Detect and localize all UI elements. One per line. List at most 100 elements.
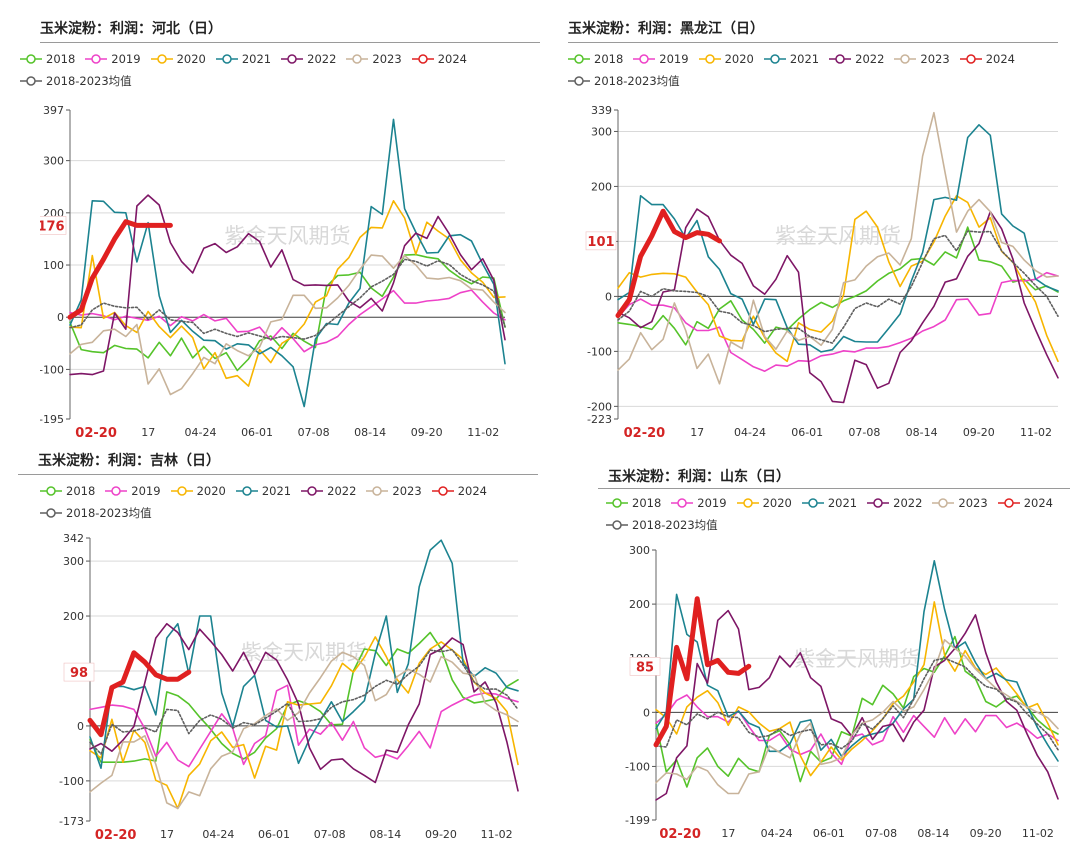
legend-item-2019[interactable]: 2019	[105, 484, 161, 498]
legend-item-2021[interactable]: 2021	[235, 484, 291, 498]
series-line-2022[interactable]	[89, 622, 519, 792]
series-line-2018-2023[interactable]	[89, 648, 519, 755]
series-line-2020[interactable]	[655, 601, 1059, 777]
series-line-2021[interactable]	[617, 124, 1059, 353]
x-tick-label: 17	[160, 828, 174, 841]
legend-item-2022[interactable]: 2022	[867, 496, 922, 510]
y-tick-label: 0	[605, 290, 612, 303]
series-line-2023[interactable]	[655, 639, 1059, 795]
y-tick-label: -100	[40, 363, 64, 376]
legend-item-2023[interactable]: 2023	[366, 484, 422, 498]
series-line-2024[interactable]	[87, 650, 192, 738]
series-line-2022[interactable]	[655, 609, 1059, 801]
series-line-2021[interactable]	[69, 118, 506, 408]
legend-item-2021[interactable]: 2021	[801, 496, 857, 510]
legend-item-2021[interactable]: 2021	[215, 52, 271, 66]
series-line-2024[interactable]	[67, 219, 173, 320]
legend-item-2023[interactable]: 2023	[894, 52, 950, 66]
legend-label: 2020	[762, 496, 792, 510]
legend-item-2018-2023[interactable]: 2018-2023均值	[20, 73, 132, 89]
series-line-2020[interactable]	[617, 195, 1059, 363]
series-line-2024[interactable]	[615, 208, 722, 319]
series-line-2018[interactable]	[655, 635, 1059, 788]
legend-item-2018-2023[interactable]: 2018-2023均值	[568, 73, 680, 89]
title-divider	[18, 474, 538, 475]
legend-item-2024[interactable]: 2024	[959, 52, 1015, 66]
last-value-label: 176	[40, 219, 65, 234]
series-line-2019[interactable]	[655, 694, 1059, 766]
legend-swatch	[633, 54, 656, 64]
series-line-2021[interactable]	[655, 560, 1059, 762]
series-line-2018-2023[interactable]	[69, 258, 506, 340]
legend-label: 2019	[659, 52, 689, 66]
chart-legend: 2018 2019 2020 2021 2022 2023 2024 2018-2023均值	[20, 48, 477, 92]
legend-item-2020[interactable]: 2020	[736, 496, 792, 510]
legend-label: 2024	[1023, 496, 1053, 510]
series-line-2022[interactable]	[69, 194, 506, 376]
legend-item-2019[interactable]: 2019	[671, 496, 727, 510]
legend-item-2018[interactable]: 2018	[606, 496, 661, 510]
series-line-2018-2023[interactable]	[655, 657, 1059, 751]
x-tick-label: 08-14	[369, 828, 401, 841]
chart-panel-heilongjiang: 玉米淀粉：利润：黑龙江（日） 2018 2019 2020 2021 2022 2023 2…	[568, 18, 1080, 443]
series-line-2019[interactable]	[617, 271, 1059, 373]
legend-swatch	[959, 54, 982, 64]
legend-row: 2018-2023均值	[606, 514, 1063, 536]
legend-label: 2019	[111, 52, 141, 66]
last-value-box	[585, 231, 617, 251]
series-line-2018[interactable]	[69, 253, 506, 372]
legend-item-2021[interactable]: 2021	[763, 52, 819, 66]
legend-swatch	[40, 508, 62, 518]
y-tick-label: 300	[43, 155, 64, 168]
series-line-2019[interactable]	[69, 289, 506, 353]
legend-row: 2018-2023均值	[568, 70, 1025, 92]
legend-item-2018-2023[interactable]: 2018-2023均值	[606, 517, 718, 533]
series-line-2023[interactable]	[69, 254, 506, 396]
legend-label: 2024	[985, 52, 1015, 66]
legend-swatch	[431, 486, 454, 496]
legend-label: 2018-2023均值	[632, 518, 718, 532]
legend-item-2020[interactable]: 2020	[698, 52, 754, 66]
legend-item-2022[interactable]: 2022	[301, 484, 356, 498]
legend-swatch	[150, 54, 173, 64]
x-tick-label: 04-24	[761, 827, 793, 840]
series-line-2023[interactable]	[89, 651, 519, 810]
legend-item-2023[interactable]: 2023	[346, 52, 402, 66]
legend-item-2018[interactable]: 2018	[568, 52, 623, 66]
legend-item-2024[interactable]: 2024	[411, 52, 467, 66]
series-line-2024[interactable]	[653, 596, 752, 748]
legend-row: 2018 2019 2020 2021 2022 2023 2024	[40, 480, 497, 502]
legend-swatch	[411, 54, 434, 64]
chart-legend: 2018 2019 2020 2021 2022 2023 2024 2018-2023均值	[606, 492, 1063, 536]
y-tick-label: 300	[63, 555, 84, 568]
chart-title: 玉米淀粉：利润：河北（日）	[40, 21, 222, 37]
legend-item-2018[interactable]: 2018	[20, 52, 75, 66]
legend-item-2023[interactable]: 2023	[932, 496, 988, 510]
series-line-2019[interactable]	[89, 684, 519, 768]
y-tick-label: 0	[77, 720, 84, 733]
x-tick-label: 17	[690, 426, 704, 439]
x-tick-label: 09-20	[411, 426, 443, 439]
legend-label: 2019	[131, 484, 161, 498]
legend-item-2019[interactable]: 2019	[85, 52, 141, 66]
legend-item-2020[interactable]: 2020	[150, 52, 206, 66]
legend-label: 2024	[457, 484, 487, 498]
series-line-2022[interactable]	[617, 208, 1059, 404]
legend-item-2018-2023[interactable]: 2018-2023均值	[40, 505, 152, 521]
legend-item-2024[interactable]: 2024	[431, 484, 487, 498]
series-line-2023[interactable]	[617, 111, 1059, 385]
last-value-label: 85	[636, 660, 654, 675]
chart-title: 玉米淀粉：利润：山东（日）	[608, 469, 790, 485]
series-line-2018-2023[interactable]	[617, 230, 1059, 344]
legend-item-2022[interactable]: 2022	[281, 52, 336, 66]
legend-item-2022[interactable]: 2022	[829, 52, 884, 66]
x-tick-label: 04-24	[202, 828, 234, 841]
legend-swatch	[20, 76, 42, 86]
legend-item-2018[interactable]: 2018	[40, 484, 95, 498]
watermark: 紫金天风期货	[794, 647, 920, 671]
legend-item-2024[interactable]: 2024	[997, 496, 1053, 510]
legend-item-2020[interactable]: 2020	[170, 484, 226, 498]
legend-row: 2018 2019 2020 2021 2022 2023 2024	[606, 492, 1063, 514]
legend-swatch	[346, 54, 369, 64]
legend-item-2019[interactable]: 2019	[633, 52, 689, 66]
